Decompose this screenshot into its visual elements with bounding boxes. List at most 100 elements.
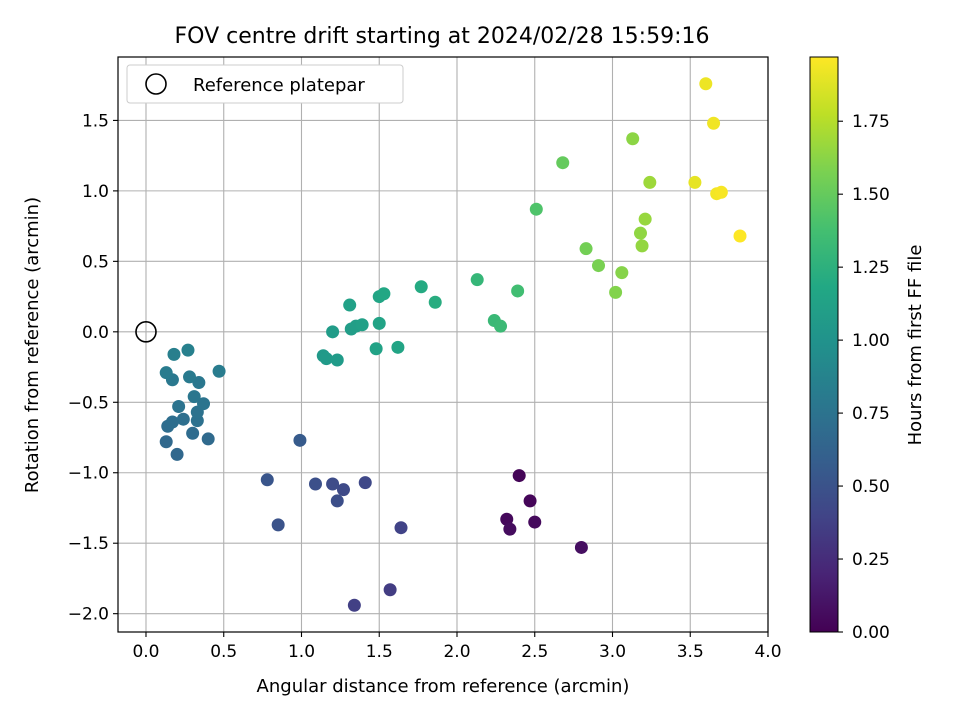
data-point bbox=[358, 476, 372, 490]
data-point bbox=[391, 340, 405, 354]
data-point bbox=[343, 298, 357, 312]
data-point bbox=[377, 287, 391, 301]
x-tick-label: 2.0 bbox=[443, 642, 470, 662]
data-point bbox=[260, 473, 274, 487]
reference-platepar-marker bbox=[135, 321, 157, 343]
data-point bbox=[470, 273, 484, 287]
x-axis-label: Angular distance from reference (arcmin) bbox=[257, 676, 630, 697]
data-point bbox=[167, 347, 181, 361]
data-point bbox=[330, 353, 344, 367]
x-tick-label: 1.5 bbox=[366, 642, 393, 662]
data-point bbox=[369, 342, 383, 356]
data-point bbox=[500, 512, 514, 526]
data-point bbox=[192, 376, 206, 390]
data-point bbox=[688, 175, 702, 189]
data-point bbox=[556, 156, 570, 170]
grid-lines bbox=[118, 57, 769, 632]
data-point bbox=[172, 400, 186, 414]
x-tick-label: 0.5 bbox=[210, 642, 237, 662]
y-tick-label: −1.0 bbox=[68, 464, 109, 484]
data-point bbox=[643, 175, 657, 189]
data-point bbox=[638, 212, 652, 226]
chart-title: FOV centre drift starting at 2024/02/28 … bbox=[175, 24, 710, 49]
colorbar-tick-label: 1.75 bbox=[852, 112, 890, 132]
data-point bbox=[511, 284, 525, 298]
data-point bbox=[159, 366, 173, 380]
x-tick-label: 3.5 bbox=[677, 642, 704, 662]
legend-label: Reference platepar bbox=[193, 75, 365, 96]
data-point bbox=[733, 229, 747, 243]
data-point bbox=[626, 132, 640, 146]
legend-box bbox=[126, 64, 404, 104]
data-point bbox=[592, 259, 606, 273]
data-point bbox=[394, 521, 408, 535]
data-point bbox=[512, 469, 526, 483]
data-point bbox=[428, 295, 442, 309]
y-tick-label: 1.5 bbox=[82, 111, 109, 131]
data-point bbox=[579, 242, 593, 256]
data-point bbox=[414, 280, 428, 294]
x-tick-label: 1.0 bbox=[288, 642, 315, 662]
colorbar-gradient bbox=[809, 56, 839, 633]
data-point bbox=[176, 412, 190, 426]
data-point bbox=[529, 202, 543, 216]
data-point bbox=[383, 583, 397, 597]
y-tick-label: 0.5 bbox=[82, 252, 109, 272]
y-tick-label: 1.0 bbox=[82, 182, 109, 202]
data-point bbox=[355, 318, 369, 332]
colorbar-tick-label: 1.50 bbox=[852, 185, 890, 205]
data-point bbox=[159, 435, 173, 449]
data-point bbox=[699, 77, 713, 91]
data-point bbox=[494, 319, 508, 333]
data-point bbox=[165, 415, 179, 429]
plot-frame bbox=[117, 56, 769, 633]
data-point bbox=[183, 370, 197, 384]
data-points bbox=[159, 77, 747, 612]
colorbar-tick-label: 0.75 bbox=[852, 404, 890, 424]
data-point bbox=[212, 364, 226, 378]
data-point bbox=[714, 185, 728, 199]
colorbar-label: Hours from first FF file bbox=[905, 245, 926, 446]
y-axis-label: Rotation from reference (arcmin) bbox=[22, 197, 43, 493]
legend: Reference platepar bbox=[126, 64, 404, 104]
legend-marker-icon bbox=[145, 73, 167, 95]
data-point bbox=[326, 325, 340, 339]
data-point bbox=[347, 598, 361, 612]
data-point bbox=[197, 397, 211, 411]
colorbar-tick-label: 0.25 bbox=[852, 550, 890, 570]
data-point bbox=[633, 226, 647, 240]
x-axis-ticks: 0.0 0.5 1.0 1.5 2.0 2.5 3.0 3.5 4.0 bbox=[132, 632, 782, 662]
data-point bbox=[201, 432, 215, 446]
data-point bbox=[330, 494, 344, 508]
data-point bbox=[186, 426, 200, 440]
colorbar: 0.00 0.25 0.50 0.75 1.00 1.25 1.50 1.75 Hours f… bbox=[809, 56, 926, 643]
data-point bbox=[271, 518, 285, 532]
x-tick-label: 4.0 bbox=[754, 642, 781, 662]
data-point bbox=[635, 239, 649, 253]
data-point bbox=[707, 116, 721, 130]
data-point bbox=[326, 477, 340, 491]
y-tick-label: 0.0 bbox=[82, 323, 109, 343]
data-point bbox=[523, 494, 537, 508]
colorbar-tick-label: 1.25 bbox=[852, 258, 890, 278]
data-point bbox=[528, 515, 542, 529]
y-axis-ticks: −2.0 −1.5 −1.0 −0.5 0.0 0.5 1.0 1.5 bbox=[68, 111, 118, 625]
data-point bbox=[319, 352, 333, 366]
x-tick-label: 0.0 bbox=[132, 642, 159, 662]
colorbar-ticks: 0.00 0.25 0.50 0.75 1.00 1.25 1.50 1.75 bbox=[838, 112, 890, 643]
y-tick-label: −1.5 bbox=[68, 534, 109, 554]
data-point bbox=[372, 316, 386, 330]
y-tick-label: −0.5 bbox=[68, 393, 109, 413]
colorbar-tick-label: 0.00 bbox=[852, 623, 890, 643]
data-point bbox=[187, 390, 201, 404]
data-point bbox=[336, 483, 350, 497]
x-tick-label: 3.0 bbox=[599, 642, 626, 662]
y-tick-label: −2.0 bbox=[68, 605, 109, 625]
data-point bbox=[181, 343, 195, 357]
data-point bbox=[615, 266, 629, 280]
data-point bbox=[293, 433, 307, 447]
colorbar-tick-label: 1.00 bbox=[852, 331, 890, 351]
x-tick-label: 2.5 bbox=[521, 642, 548, 662]
data-point bbox=[574, 540, 588, 554]
